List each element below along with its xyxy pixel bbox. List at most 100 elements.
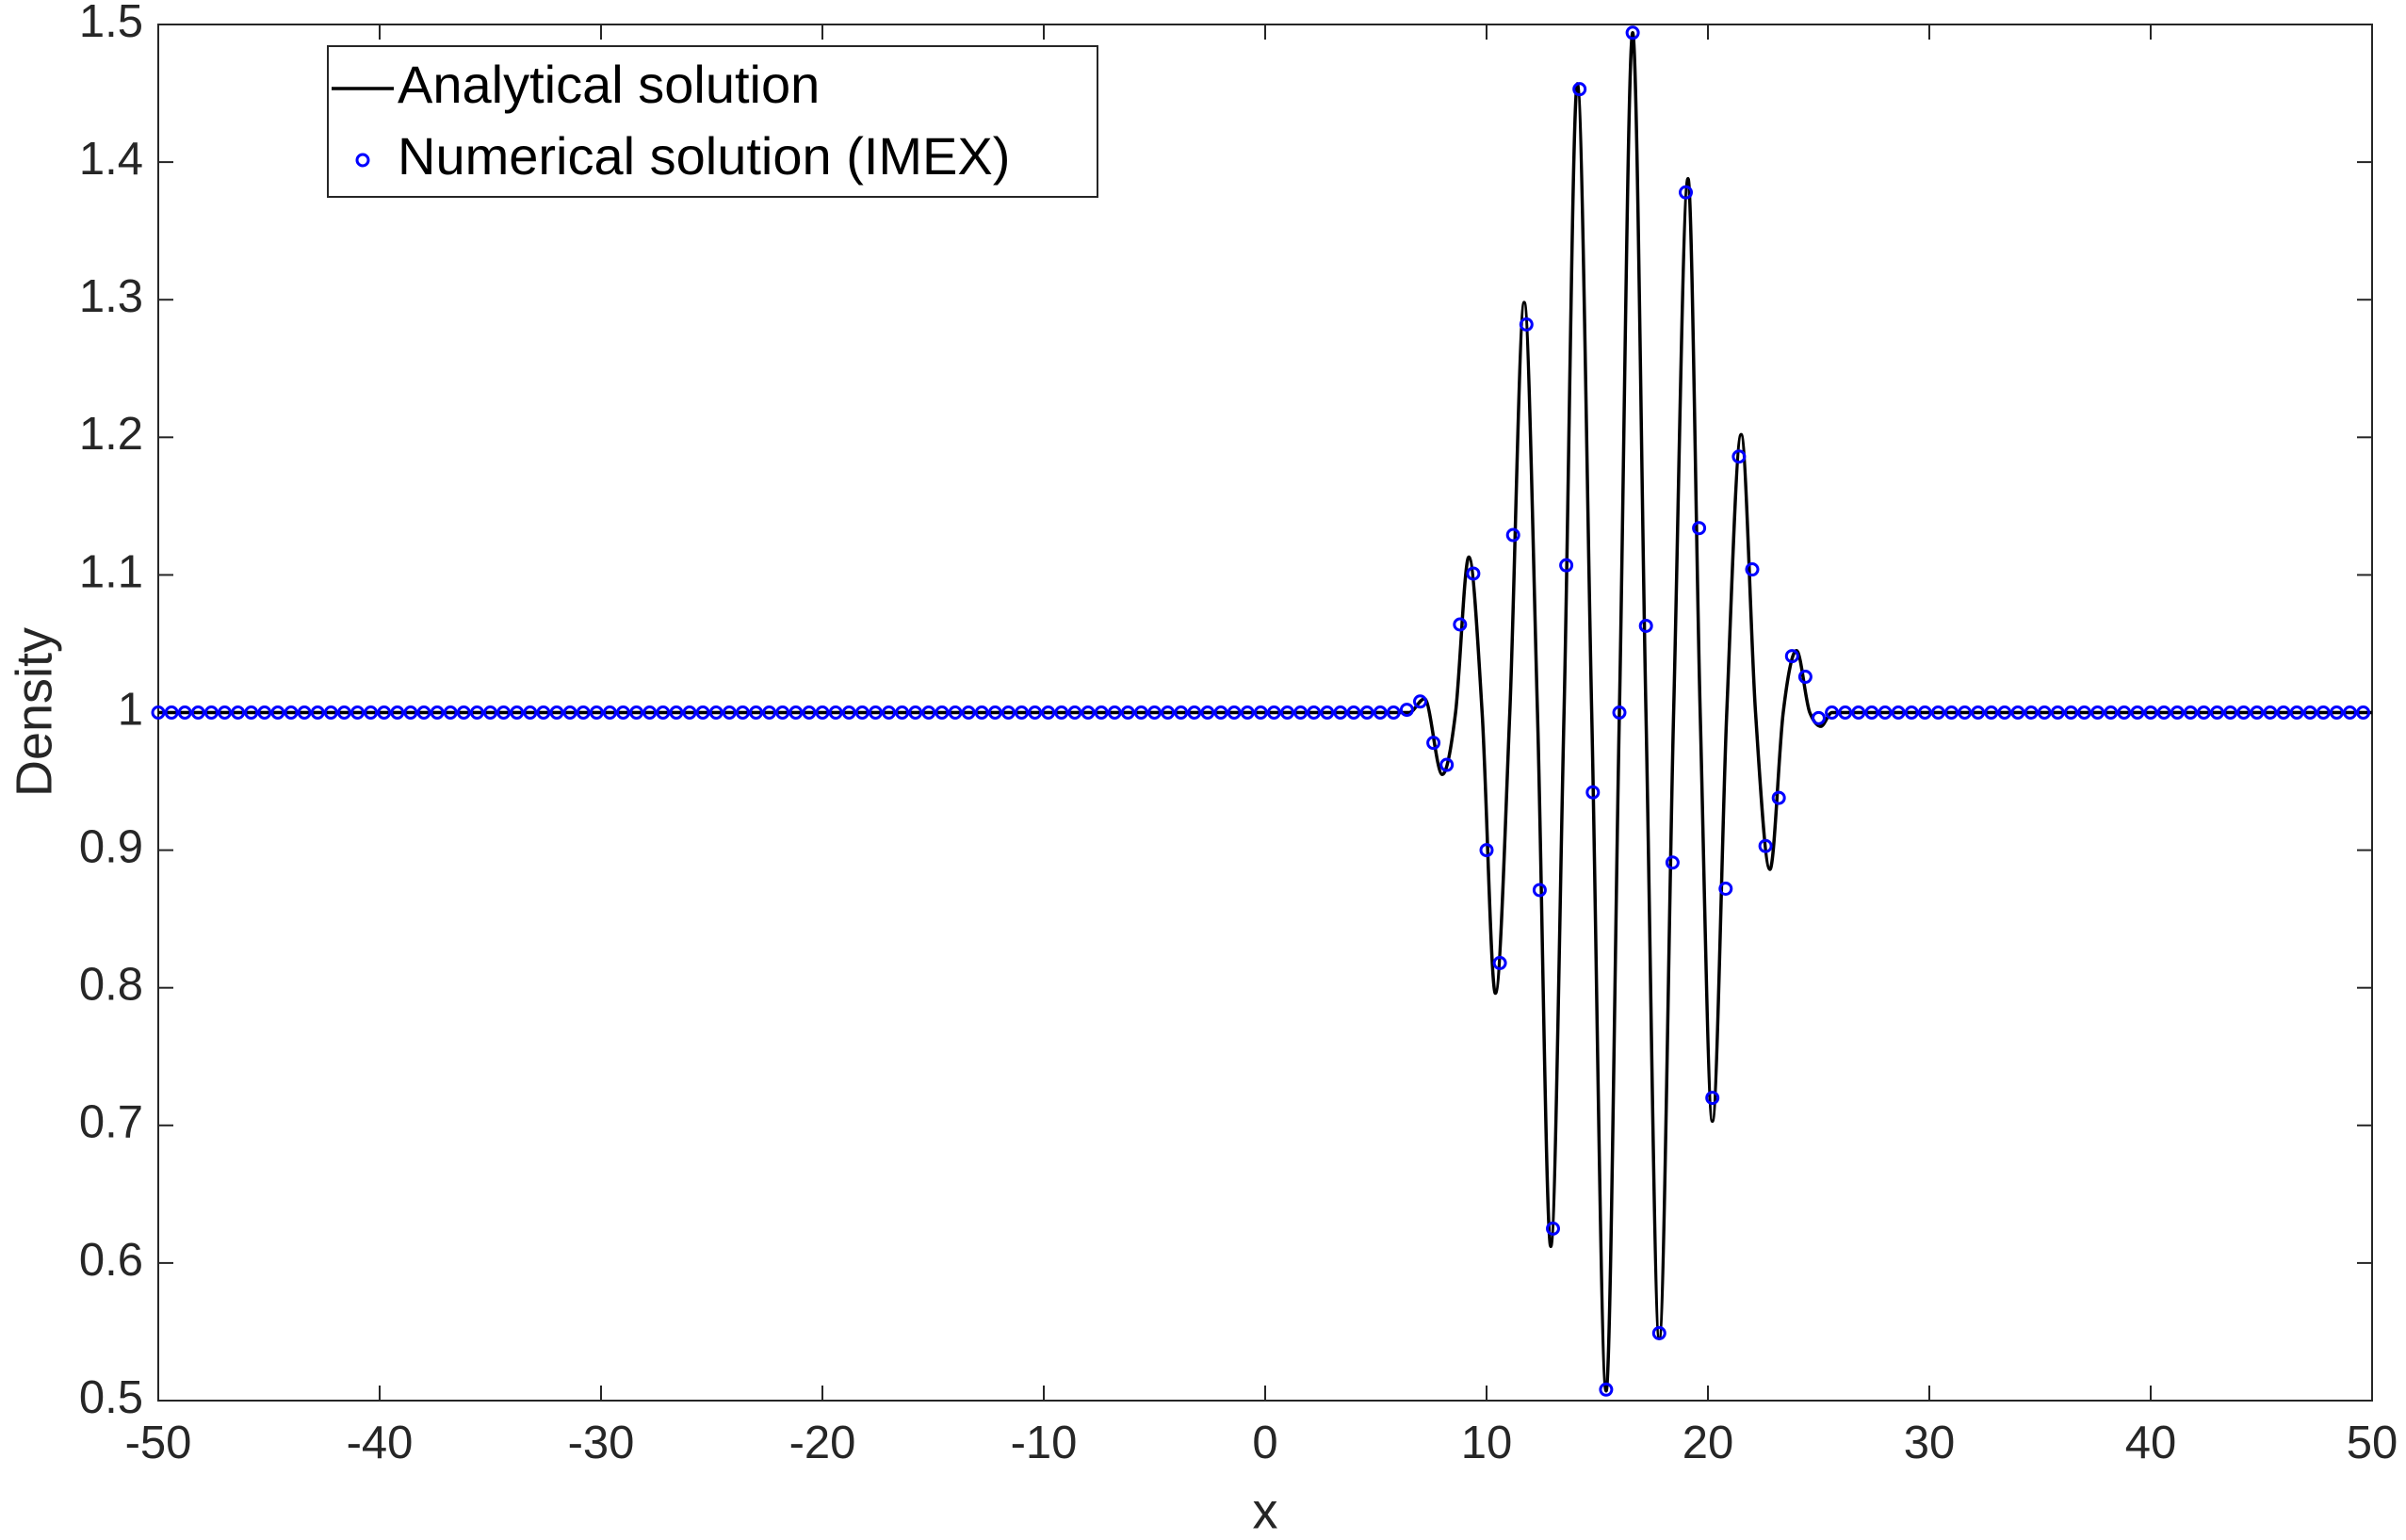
data-point bbox=[775, 705, 790, 720]
data-point bbox=[1758, 838, 1773, 853]
x-tick-label: -30 bbox=[568, 1418, 635, 1468]
data-point bbox=[2037, 705, 2052, 720]
data-point bbox=[1492, 955, 1507, 970]
data-point bbox=[1067, 705, 1082, 720]
legend-marker bbox=[355, 153, 370, 168]
data-point bbox=[164, 705, 179, 720]
data-point bbox=[1386, 705, 1401, 720]
data-point bbox=[536, 705, 551, 720]
data-point bbox=[203, 705, 219, 720]
y-tick-label: 0.8 bbox=[79, 960, 143, 1011]
data-point bbox=[908, 705, 923, 720]
data-point bbox=[1240, 705, 1255, 720]
data-point bbox=[1000, 705, 1016, 720]
y-tick-label: 1 bbox=[118, 684, 143, 735]
data-point bbox=[2117, 705, 2132, 720]
data-point bbox=[1346, 705, 1361, 720]
data-point bbox=[1200, 705, 1215, 720]
data-point bbox=[788, 705, 804, 720]
data-point bbox=[735, 705, 750, 720]
data-point bbox=[1107, 705, 1122, 720]
y-tick-label: 1.1 bbox=[79, 546, 143, 597]
data-point bbox=[323, 705, 338, 720]
data-point bbox=[549, 705, 564, 720]
data-point bbox=[1359, 705, 1374, 720]
data-point bbox=[377, 705, 392, 720]
data-point bbox=[669, 705, 684, 720]
y-axis-label: Density bbox=[6, 627, 62, 797]
data-point bbox=[642, 705, 658, 720]
data-point bbox=[510, 705, 525, 720]
y-tick-label: 0.9 bbox=[79, 822, 143, 873]
data-point bbox=[2170, 705, 2185, 720]
data-point bbox=[443, 705, 458, 720]
data-point bbox=[802, 705, 817, 720]
data-point bbox=[841, 705, 856, 720]
data-point bbox=[656, 705, 671, 720]
data-point bbox=[854, 705, 870, 720]
data-point bbox=[1745, 562, 1760, 577]
data-point bbox=[1638, 618, 1653, 633]
data-point bbox=[576, 705, 591, 720]
data-point bbox=[483, 705, 497, 720]
x-tick-label: -10 bbox=[1011, 1418, 1078, 1468]
x-tick-label: 40 bbox=[2125, 1418, 2177, 1468]
data-point bbox=[416, 705, 431, 720]
data-point bbox=[2356, 705, 2371, 720]
y-tick-label: 1.2 bbox=[79, 409, 143, 460]
data-point bbox=[2289, 705, 2304, 720]
data-point bbox=[762, 705, 777, 720]
data-point bbox=[2210, 705, 2224, 720]
data-point bbox=[1651, 1325, 1666, 1340]
x-tick-label: -50 bbox=[125, 1418, 192, 1468]
data-point bbox=[708, 705, 723, 720]
data-point bbox=[1307, 705, 1322, 720]
data-point bbox=[1825, 705, 1840, 720]
data-point bbox=[921, 705, 936, 720]
data-point bbox=[2010, 705, 2025, 720]
data-point bbox=[177, 705, 192, 720]
data-point bbox=[151, 705, 166, 720]
data-point bbox=[2156, 705, 2171, 720]
data-point bbox=[231, 705, 246, 720]
data-point bbox=[1546, 1221, 1560, 1236]
data-point bbox=[1731, 449, 1747, 464]
y-tick-label: 1.5 bbox=[79, 0, 143, 47]
data-point bbox=[589, 705, 604, 720]
data-point bbox=[1878, 705, 1893, 720]
data-point bbox=[1439, 757, 1455, 772]
data-point bbox=[1041, 705, 1056, 720]
data-point bbox=[1174, 705, 1189, 720]
data-point bbox=[1413, 694, 1427, 709]
legend-box bbox=[327, 45, 1098, 198]
data-point bbox=[2343, 705, 2357, 720]
data-point bbox=[1227, 705, 1242, 720]
data-point bbox=[1133, 705, 1148, 720]
data-point bbox=[882, 705, 896, 720]
data-point bbox=[1505, 527, 1520, 543]
data-point bbox=[310, 705, 325, 720]
y-tick-label: 1.3 bbox=[79, 271, 143, 322]
data-point bbox=[1692, 521, 1707, 536]
data-point bbox=[1213, 705, 1228, 720]
data-point bbox=[1705, 1091, 1720, 1106]
data-point bbox=[1479, 843, 1494, 858]
data-point bbox=[1944, 705, 1959, 720]
data-point bbox=[1718, 882, 1733, 897]
data-point bbox=[2063, 705, 2078, 720]
data-point bbox=[828, 705, 843, 720]
x-axis-label: x bbox=[1253, 1483, 1278, 1539]
data-point bbox=[987, 705, 1002, 720]
data-point bbox=[218, 705, 232, 720]
data-point bbox=[1930, 705, 1945, 720]
data-point bbox=[2143, 705, 2158, 720]
data-point bbox=[1784, 649, 1799, 664]
data-point bbox=[1797, 670, 1813, 685]
y-tick-label: 0.7 bbox=[79, 1097, 143, 1148]
data-point bbox=[1161, 705, 1176, 720]
data-point bbox=[1015, 705, 1029, 720]
data-point bbox=[2302, 705, 2317, 720]
data-point bbox=[722, 705, 737, 720]
data-point bbox=[602, 705, 617, 720]
data-point bbox=[2196, 705, 2211, 720]
